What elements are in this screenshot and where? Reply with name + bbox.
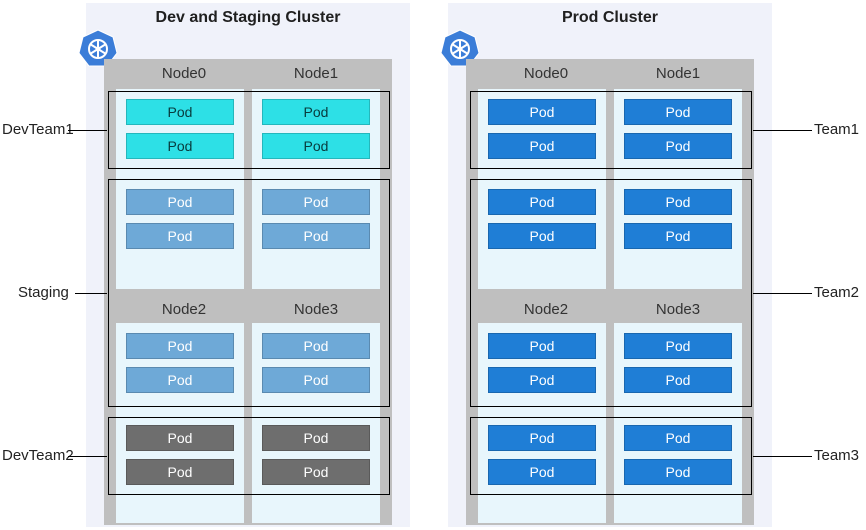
connector-line [68,456,107,457]
diagram-canvas: Dev and Staging ClusterNode0Node1Node2No… [0,0,866,530]
pod: Pod [262,425,370,451]
pod: Pod [126,333,234,359]
pod: Pod [624,367,732,393]
pod: Pod [488,99,596,125]
pod: Pod [126,189,234,215]
cluster-title: Dev and Staging Cluster [86,9,410,27]
pod: Pod [488,367,596,393]
pod: Pod [488,425,596,451]
pod: Pod [262,459,370,485]
pod: Pod [262,99,370,125]
pod: Pod [262,133,370,159]
pod: Pod [624,99,732,125]
pod: Pod [488,333,596,359]
connector-line [75,293,107,294]
pod: Pod [126,367,234,393]
pod: Pod [126,133,234,159]
side-label-left: DevTeam2 [2,447,74,464]
pod: Pod [126,223,234,249]
pod: Pod [488,189,596,215]
pod: Pod [262,223,370,249]
pod: Pod [262,367,370,393]
side-label-left: DevTeam1 [2,121,74,138]
connector-line [753,456,812,457]
side-label-right: Team2 [814,284,859,301]
connector-line [68,130,107,131]
connector-line [753,293,812,294]
side-label-left: Staging [18,284,69,301]
node-label: Node1 [628,65,728,82]
pod: Pod [262,189,370,215]
node-label: Node1 [266,65,366,82]
pod: Pod [624,459,732,485]
pod: Pod [262,333,370,359]
pod: Pod [488,459,596,485]
pod: Pod [624,425,732,451]
connector-line [753,130,812,131]
pod: Pod [624,133,732,159]
pod: Pod [126,425,234,451]
cluster-title: Prod Cluster [448,9,772,27]
side-label-right: Team3 [814,447,859,464]
node-label: Node0 [134,65,234,82]
cluster-prod: Prod ClusterNode0Node1Node2Node3PodPodPo… [448,3,772,527]
pod: Pod [126,99,234,125]
pod: Pod [624,333,732,359]
cluster-dev-staging: Dev and Staging ClusterNode0Node1Node2No… [86,3,410,527]
pod: Pod [126,459,234,485]
pod: Pod [624,189,732,215]
pod: Pod [624,223,732,249]
node-label: Node0 [496,65,596,82]
side-label-right: Team1 [814,121,859,138]
pod: Pod [488,133,596,159]
pod: Pod [488,223,596,249]
